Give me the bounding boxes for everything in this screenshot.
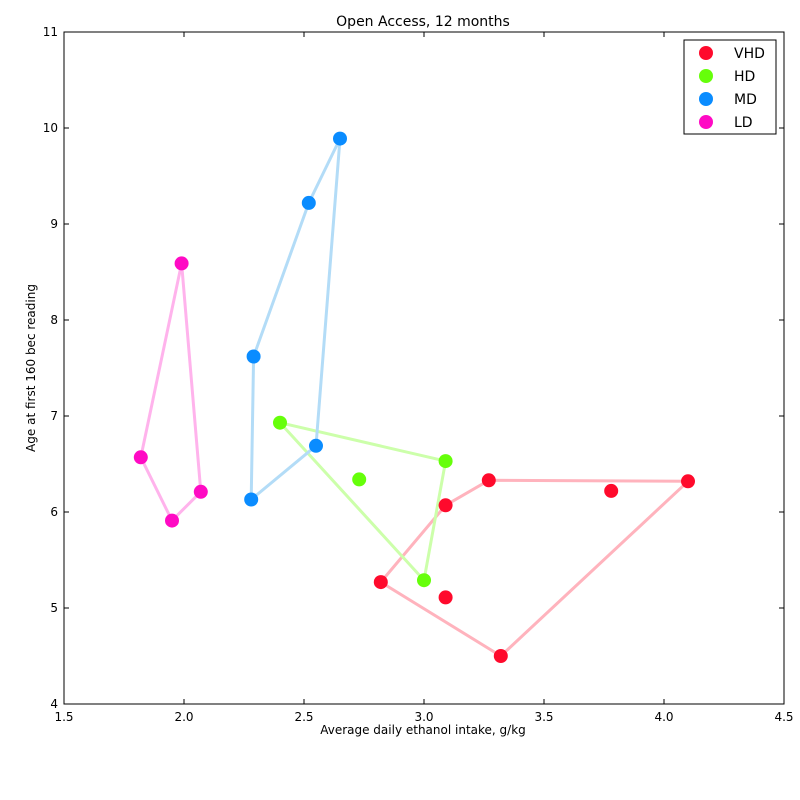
- data-point-md: [309, 438, 323, 453]
- data-point-vhd: [604, 483, 619, 498]
- x-axis-title: Average daily ethanol intake, g/kg: [320, 723, 526, 737]
- y-tick-label: 9: [50, 217, 58, 231]
- data-point-md: [244, 492, 259, 507]
- legend-label-md: MD: [734, 92, 757, 108]
- data-point-hd: [352, 472, 367, 487]
- data-point-hd: [273, 415, 287, 430]
- legend-frame: [683, 39, 777, 135]
- data-point-md: [333, 131, 347, 146]
- data-point-ld: [174, 256, 189, 271]
- data-point-ld: [133, 450, 148, 465]
- x-tick-label: 1.5: [54, 710, 73, 724]
- y-tick-label: 8: [50, 313, 58, 327]
- x-tick-label: 4.5: [774, 710, 793, 724]
- x-tick-label: 2.5: [294, 710, 313, 724]
- y-tick-label: 11: [43, 25, 58, 39]
- data-point-vhd: [493, 649, 508, 663]
- series-outline-md: [249, 137, 342, 501]
- y-tick-label: 5: [50, 601, 58, 615]
- data-point-hd: [438, 454, 453, 469]
- legend-marker-md: [699, 92, 713, 106]
- x-tick-label: 4.0: [654, 710, 673, 724]
- data-point-vhd: [373, 575, 388, 590]
- y-tick-label: 6: [50, 505, 58, 519]
- legend: VHD HD MD LD: [683, 39, 777, 135]
- legend-label-hd: HD: [734, 69, 755, 85]
- legend-marker-hd: [699, 69, 713, 83]
- y-tick-label: 7: [50, 409, 58, 423]
- axis-ticks: 1.5 2.0 2.5 3.0 3.5 4.0 4.5 4 5 6 7 8 9 10 11: [43, 25, 794, 724]
- series-outline-ld: [139, 261, 203, 523]
- plot-frame: [63, 31, 785, 705]
- y-axis-title: Age at first 160 bec reading: [24, 284, 38, 452]
- legend-label-ld: LD: [734, 115, 753, 131]
- data-point-vhd: [438, 498, 453, 513]
- y-tick-label: 10: [43, 121, 58, 135]
- x-tick-label: 2.0: [174, 710, 193, 724]
- data-point-ld: [193, 484, 208, 499]
- x-tick-label: 3.0: [414, 710, 433, 724]
- x-tick-label: 3.5: [534, 710, 553, 724]
- data-point-vhd: [481, 473, 496, 488]
- series-outlines: [139, 137, 690, 658]
- legend-marker-vhd: [699, 46, 713, 60]
- data-point-vhd: [438, 590, 453, 605]
- y-tick-label: 4: [50, 697, 58, 711]
- data-point-vhd: [681, 474, 695, 489]
- series-outline-hd: [278, 421, 448, 582]
- chart-title: Open Access, 12 months: [336, 14, 510, 30]
- data-points: [133, 131, 695, 663]
- legend-label-vhd: VHD: [734, 46, 765, 62]
- data-point-md: [246, 349, 261, 364]
- legend-marker-ld: [699, 115, 713, 129]
- data-point-md: [301, 195, 316, 210]
- data-point-hd: [417, 573, 431, 588]
- data-point-ld: [165, 513, 179, 528]
